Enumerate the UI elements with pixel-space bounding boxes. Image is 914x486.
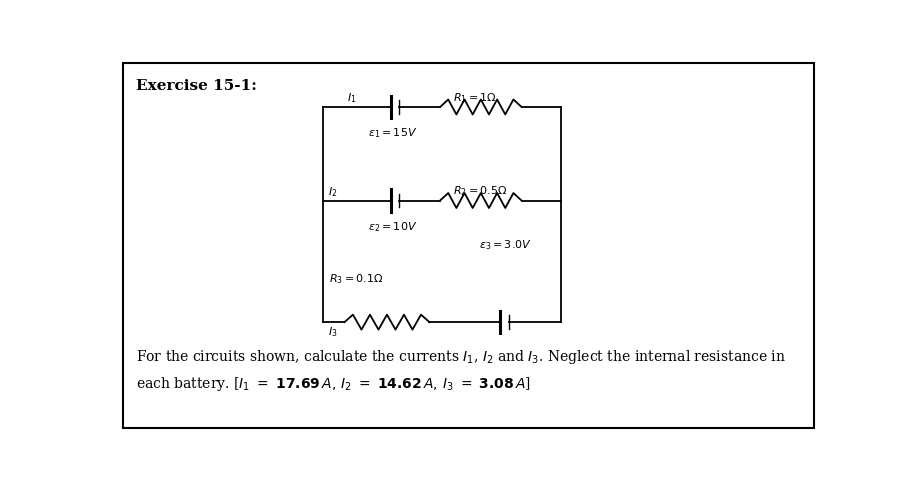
Text: For the circuits shown, calculate the currents $I_1$, $I_2$ and $I_3$. Neglect t: For the circuits shown, calculate the cu… bbox=[135, 348, 785, 366]
Text: $I_1$: $I_1$ bbox=[346, 91, 356, 105]
Text: each battery. [$I_1\ =\ \mathbf{17.69}\,A,\,I_2\ =\ \mathbf{14.62}\,A,\,I_3\ =\ : each battery. [$I_1\ =\ \mathbf{17.69}\,… bbox=[135, 375, 530, 393]
FancyBboxPatch shape bbox=[122, 63, 814, 428]
Text: $I_3$: $I_3$ bbox=[328, 325, 337, 339]
Text: $R_3=0.1\Omega$: $R_3=0.1\Omega$ bbox=[329, 272, 383, 286]
Text: $\varepsilon_2=10V$: $\varepsilon_2=10V$ bbox=[367, 220, 417, 234]
Text: $\varepsilon_1=15V$: $\varepsilon_1=15V$ bbox=[367, 126, 417, 140]
Text: $\varepsilon_3=3.0V$: $\varepsilon_3=3.0V$ bbox=[479, 239, 532, 252]
Text: $I_2$: $I_2$ bbox=[328, 185, 337, 199]
Text: $R_1=1\Omega$: $R_1=1\Omega$ bbox=[452, 91, 496, 104]
Text: $R_2=0.5\Omega$: $R_2=0.5\Omega$ bbox=[452, 184, 507, 198]
Text: Exercise 15-1:: Exercise 15-1: bbox=[135, 79, 256, 93]
